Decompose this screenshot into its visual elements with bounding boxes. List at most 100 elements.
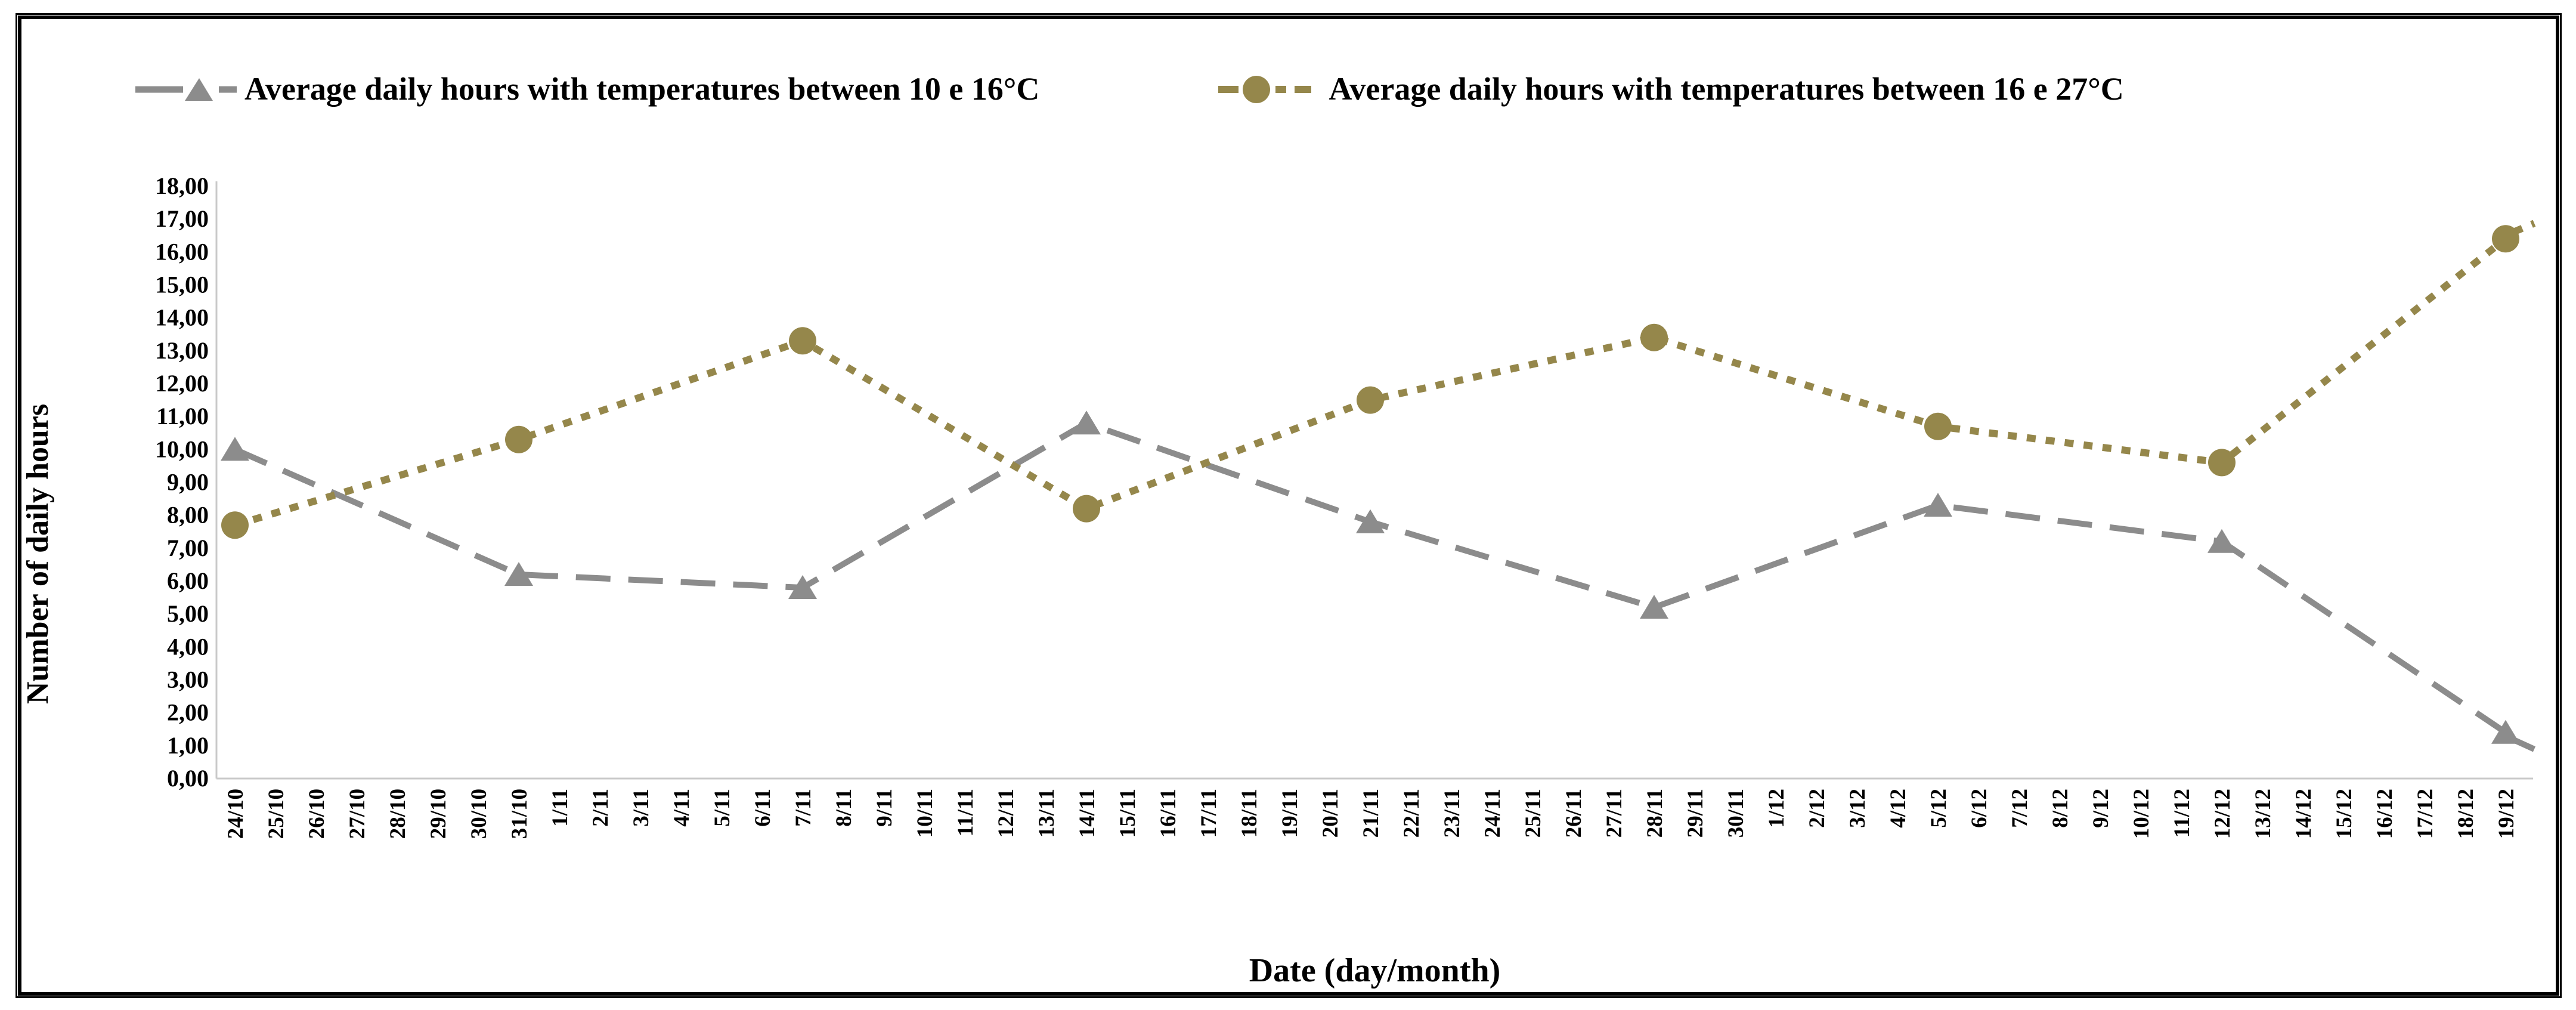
triangle-data-point-marker: [2491, 719, 2520, 744]
olive-dot-circle-marker-icon: [1218, 76, 1312, 103]
x-tick-label: 4/11: [670, 789, 694, 827]
x-axis-title: Date (day/month): [1249, 952, 1501, 989]
x-tick-label: 11/12: [2170, 789, 2194, 838]
triangle-data-point-marker: [788, 575, 817, 600]
circle-data-point-marker: [1640, 323, 1668, 351]
y-tick-label: 3,00: [167, 666, 209, 693]
circle-data-point-marker: [2492, 225, 2519, 253]
x-tick-label: 6/11: [751, 789, 775, 827]
legend-label-series1: Average daily hours with temperatures be…: [244, 71, 1040, 107]
x-tick-label: 12/11: [994, 789, 1018, 838]
gray-dash-triangle-marker-icon: [135, 78, 237, 101]
y-tick-label: 6,00: [167, 567, 209, 594]
y-tick-label: 9,00: [167, 469, 209, 496]
x-tick-label: 14/11: [1075, 789, 1100, 838]
x-tick-label: 24/10: [224, 789, 248, 839]
x-tick-label: 10/11: [913, 789, 937, 838]
circle-data-point-marker: [1073, 495, 1100, 523]
circle-data-point-marker: [789, 327, 816, 355]
x-tick-label: 1/12: [1764, 789, 1789, 828]
y-tick-label: 16,00: [155, 238, 209, 265]
y-tick-label: 13,00: [155, 337, 209, 364]
y-tick-label: 15,00: [155, 271, 209, 298]
triangle-data-point-marker: [2207, 529, 2236, 553]
circle-data-point-marker: [505, 425, 532, 453]
circle-data-point-marker: [2208, 449, 2236, 477]
y-tick-label: 2,00: [167, 699, 209, 726]
circle-data-point-marker: [1357, 386, 1384, 414]
x-tick-label: 22/11: [1400, 789, 1424, 838]
x-tick-label: 28/10: [386, 789, 410, 839]
x-tick-label: 7/12: [2008, 789, 2032, 828]
x-tick-label: 27/11: [1602, 789, 1627, 838]
x-tick-label: 21/11: [1359, 789, 1383, 838]
y-tick-label: 4,00: [167, 633, 209, 660]
series-extension-2: [2512, 220, 2536, 236]
series-line-2: [234, 236, 2508, 529]
x-tick-label: 29/10: [426, 789, 451, 839]
x-tick-label: 23/11: [1440, 789, 1465, 838]
triangle-data-point-marker: [221, 437, 249, 461]
x-tick-label: 11/11: [953, 789, 978, 836]
x-tick-label: 6/12: [1967, 789, 1992, 828]
x-tick-label: 30/11: [1724, 789, 1748, 838]
x-tick-label: 30/10: [467, 789, 491, 839]
circle-data-point-marker: [221, 511, 249, 539]
x-tick-label: 25/10: [264, 789, 289, 839]
y-tick-label: 14,00: [155, 304, 209, 331]
y-tick-label: 12,00: [155, 370, 209, 397]
x-tick-label: 1/11: [548, 789, 572, 827]
x-tick-label: 3/11: [629, 789, 654, 827]
chart-inner-border: [18, 16, 2559, 996]
triangle-data-point-marker: [1924, 493, 1952, 517]
x-tick-label: 29/11: [1683, 789, 1708, 838]
triangle-data-point-marker: [1072, 410, 1101, 435]
triangle-data-point-marker: [504, 561, 533, 586]
y-tick-label: 10,00: [155, 435, 209, 462]
x-tick-label: 25/11: [1521, 789, 1546, 838]
x-tick-label: 2/11: [589, 789, 613, 827]
x-tick-label: 5/11: [710, 789, 735, 827]
x-tick-label: 20/11: [1318, 789, 1343, 838]
x-tick-label: 14/12: [2292, 789, 2316, 839]
triangle-data-point-marker: [1640, 595, 1668, 619]
x-tick-label: 18/11: [1237, 789, 1262, 838]
x-tick-label: 4/12: [1886, 789, 1911, 828]
x-tick-label: 10/12: [2129, 789, 2154, 839]
x-tick-label: 18/12: [2454, 789, 2478, 839]
x-tick-label: 19/11: [1278, 789, 1302, 838]
x-tick-label: 27/10: [345, 789, 370, 839]
x-tick-label: 13/11: [1035, 789, 1059, 838]
series-line-1: [233, 419, 2507, 735]
x-tick-label: 26/11: [1562, 789, 1586, 838]
x-tick-label: 7/11: [791, 789, 816, 827]
y-tick-label: 11,00: [156, 403, 209, 430]
chart-legend: Average daily hours with temperatures be…: [134, 70, 2124, 107]
x-tick-label: 13/12: [2251, 789, 2275, 839]
x-tick-label: 8/12: [2048, 789, 2073, 828]
triangle-data-point-marker: [1356, 509, 1385, 533]
y-tick-label: 5,00: [167, 600, 209, 627]
x-tick-label: 9/11: [872, 789, 897, 827]
y-tick-label: 8,00: [167, 502, 209, 529]
x-tick-label: 16/11: [1156, 789, 1181, 838]
y-tick-label: 7,00: [167, 535, 209, 561]
x-tick-label: 16/12: [2373, 789, 2397, 839]
x-tick-label: 31/10: [507, 789, 532, 839]
x-tick-label: 24/11: [1481, 789, 1505, 838]
x-tick-label: 12/12: [2210, 789, 2235, 839]
x-tick-label: 3/12: [1846, 789, 1870, 828]
legend-entry-series1: Average daily hours with temperatures be…: [134, 70, 1039, 107]
y-tick-label: 0,00: [167, 765, 209, 792]
legend-entry-series2: Average daily hours with temperatures be…: [1218, 70, 2124, 107]
chart-outer-border: [16, 13, 2562, 998]
x-tick-label: 19/12: [2494, 789, 2519, 839]
y-tick-label: 18,00: [155, 172, 209, 199]
x-tick-label: 28/11: [1643, 789, 1667, 838]
x-tick-label: 9/12: [2089, 789, 2113, 828]
x-tick-label: 15/12: [2332, 789, 2357, 839]
legend-label-series2: Average daily hours with temperatures be…: [1329, 71, 2124, 107]
y-tick-label: 1,00: [167, 732, 209, 759]
